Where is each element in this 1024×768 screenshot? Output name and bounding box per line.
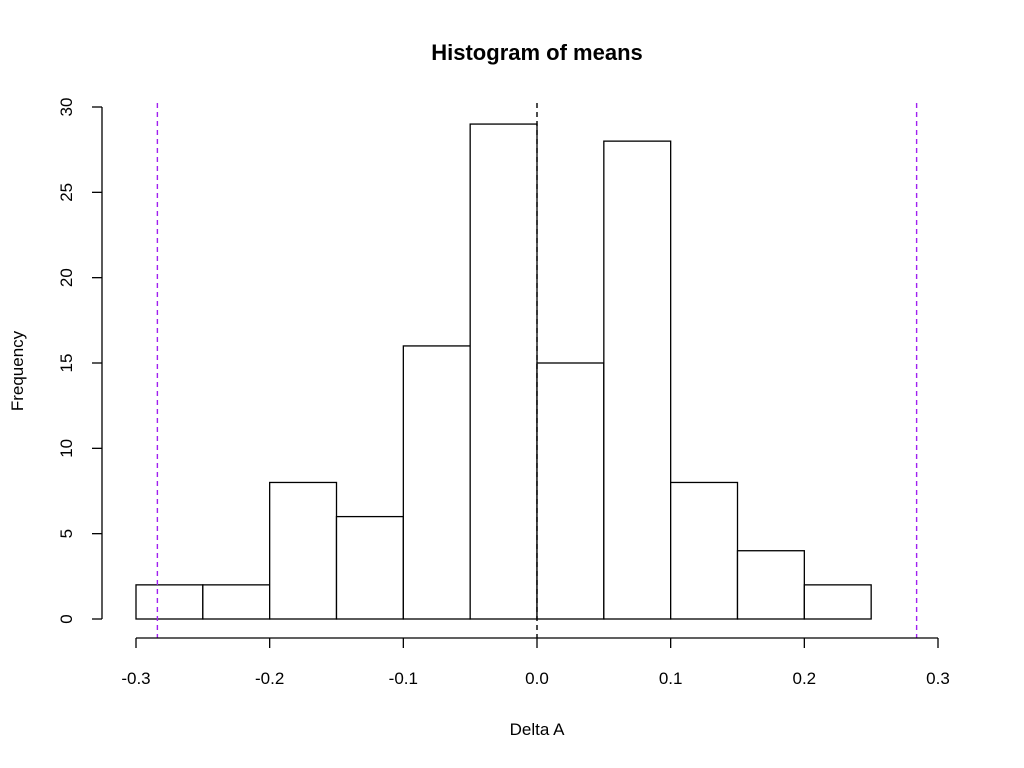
x-axis-title: Delta A — [510, 720, 565, 739]
y-tick-label: 10 — [57, 439, 76, 458]
histogram-bar — [803, 584, 872, 620]
y-axis-title: Frequency — [8, 330, 27, 411]
histogram-bar — [670, 481, 739, 620]
x-tick-label: 0.1 — [659, 669, 683, 688]
y-tick-label: 5 — [57, 529, 76, 538]
reference-lines-group — [156, 103, 918, 638]
histogram-bar — [536, 362, 605, 620]
x-axis: -0.3 -0.2 -0.1 0.0 0.1 0.2 0.3 — [121, 637, 950, 688]
histogram-bar — [335, 515, 404, 620]
x-tick-label: -0.1 — [389, 669, 418, 688]
x-tick-label: 0.0 — [525, 669, 549, 688]
x-tick-label: 0.3 — [926, 669, 950, 688]
histogram-bar — [469, 123, 538, 620]
histogram-bar — [269, 481, 338, 620]
y-tick-label: 0 — [57, 614, 76, 623]
x-tick-label: 0.2 — [793, 669, 817, 688]
histogram-bar — [603, 140, 672, 620]
chart-title: Histogram of means — [431, 40, 643, 65]
histogram-bar — [402, 345, 471, 620]
histogram-bar — [736, 550, 805, 620]
x-tick-label: -0.3 — [121, 669, 150, 688]
histogram-bar — [202, 584, 271, 620]
y-axis: 0 5 10 15 20 25 30 — [57, 98, 103, 624]
x-tick-label: -0.2 — [255, 669, 284, 688]
bars-group — [135, 123, 872, 620]
y-tick-label: 30 — [57, 98, 76, 117]
y-tick-label: 20 — [57, 268, 76, 287]
histogram-bar — [135, 584, 204, 620]
y-tick-label: 15 — [57, 354, 76, 373]
y-tick-label: 25 — [57, 183, 76, 202]
